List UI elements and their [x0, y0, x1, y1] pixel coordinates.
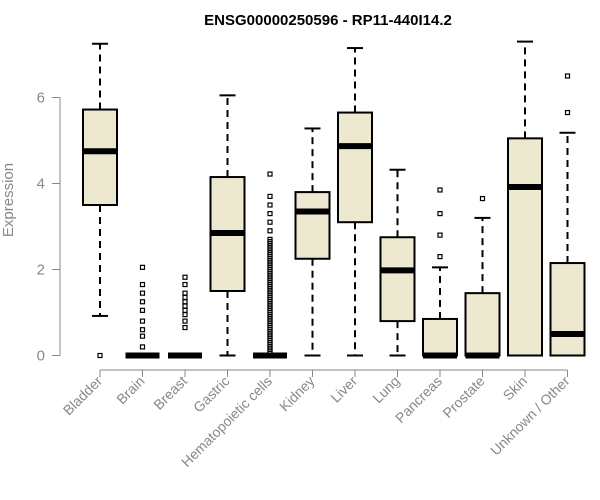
- outlier-point: [139, 327, 146, 333]
- box-group: [337, 47, 373, 357]
- x-tick-label: Liver: [327, 373, 360, 406]
- outlier-point: [267, 211, 273, 217]
- outlier-point: [267, 202, 273, 208]
- box-group: [125, 264, 160, 359]
- x-tick-label: Skin: [500, 373, 531, 404]
- outlier-point: [182, 318, 188, 324]
- box-iqr: [464, 292, 501, 357]
- outlier-point: [267, 193, 273, 199]
- box-group: [253, 171, 287, 359]
- outlier-point: [267, 236, 273, 242]
- outlier-point: [97, 352, 103, 359]
- outlier-point: [139, 318, 146, 324]
- x-tick-label: Bladder: [60, 373, 106, 419]
- x-tick-label: Pancreas: [392, 373, 445, 426]
- outlier-point: [182, 312, 188, 318]
- box-group: [82, 42, 118, 359]
- chart-title: ENSG00000250596 - RP11-440I14.2: [204, 12, 452, 29]
- box-group: [379, 168, 416, 357]
- outlier-point: [182, 303, 188, 309]
- box-group: [209, 94, 246, 357]
- outlier-point: [437, 211, 443, 217]
- outlier-point: [182, 307, 188, 313]
- y-axis-label: Expression: [0, 163, 17, 237]
- x-tick-label: Prostate: [439, 373, 487, 421]
- x-tick-label: Lung: [369, 373, 402, 406]
- outlier-point: [182, 290, 188, 296]
- outlier-point: [564, 109, 571, 116]
- box-iqr: [294, 191, 331, 260]
- outlier-point: [437, 187, 443, 193]
- outlier-point: [139, 333, 146, 339]
- box-group: [549, 73, 586, 357]
- outlier-point: [139, 264, 146, 270]
- box-group: [507, 40, 543, 357]
- box-iqr: [422, 317, 458, 357]
- box-iqr: [549, 262, 586, 357]
- outlier-point: [182, 274, 188, 280]
- outlier-point: [437, 254, 443, 260]
- box-iqr: [379, 236, 416, 323]
- y-axis: 0 2 4 6: [37, 90, 61, 365]
- x-tick-label: Unknown / Other: [487, 373, 573, 459]
- box-series: [82, 40, 586, 359]
- y-tick-label: 0: [37, 348, 45, 365]
- outlier-point: [267, 219, 273, 225]
- box-iqr: [337, 111, 373, 224]
- box-group: [464, 195, 501, 359]
- outlier-point: [267, 171, 273, 177]
- outlier-point: [182, 324, 188, 331]
- outlier-point: [182, 294, 188, 301]
- x-tick-label: Brain: [113, 373, 147, 407]
- y-tick-label: 4: [37, 176, 45, 193]
- outlier-point: [437, 232, 443, 238]
- x-tick-label: Kidney: [276, 373, 318, 415]
- outlier-point: [182, 281, 188, 288]
- outlier-point: [479, 195, 486, 202]
- box-group: [168, 274, 202, 359]
- outlier-point: [139, 344, 146, 350]
- outlier-point: [139, 281, 146, 288]
- outlier-point: [182, 299, 188, 305]
- box-iqr: [507, 137, 543, 357]
- outlier-point: [564, 73, 571, 79]
- box-iqr: [82, 108, 118, 206]
- outlier-point: [139, 299, 146, 305]
- y-tick-label: 6: [37, 90, 45, 107]
- outlier-point: [139, 307, 146, 313]
- outlier-point: [267, 228, 273, 234]
- outlier-point: [139, 290, 146, 296]
- y-tick-label: 2: [37, 262, 45, 279]
- box-group: [294, 127, 331, 357]
- x-tick-label: Breast: [150, 373, 190, 413]
- box-group: [422, 187, 458, 359]
